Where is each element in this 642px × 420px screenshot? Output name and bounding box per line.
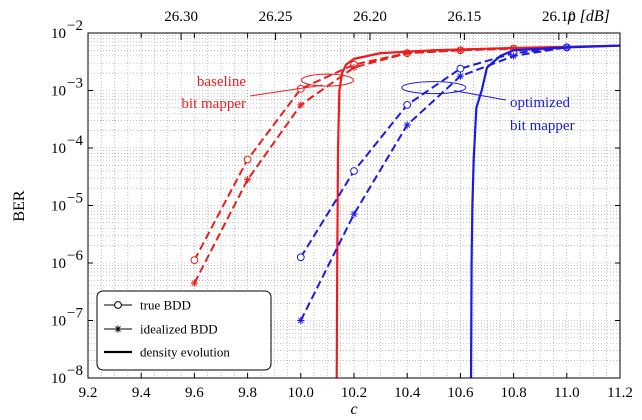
top-tick-label: 26.30 bbox=[164, 9, 198, 25]
y-tick-label-exponent: −4 bbox=[67, 133, 83, 149]
annotations: baseline bit mapper optimized bit mapper bbox=[181, 73, 575, 134]
y-tick-label: 10 bbox=[51, 256, 66, 272]
y-tick-label-exponent: −5 bbox=[67, 191, 83, 207]
x-tick-label: 11.0 bbox=[554, 385, 580, 401]
y-tick-label: 10 bbox=[51, 314, 66, 330]
x-tick-label: 11.2 bbox=[607, 385, 633, 401]
annotation-leader-optimized bbox=[453, 90, 507, 101]
data-point-optimized-idealized-bdd bbox=[297, 316, 305, 325]
y-tick-label-exponent: −6 bbox=[67, 248, 83, 264]
y-tick-label-exponent: −7 bbox=[67, 306, 83, 322]
x-tick-label: 9.2 bbox=[79, 385, 98, 401]
data-point-optimized-idealized-bdd bbox=[510, 52, 518, 60]
x-tick-label: 10.6 bbox=[447, 385, 474, 401]
legend-label: density evolution bbox=[140, 345, 230, 360]
legend-box bbox=[96, 290, 272, 371]
x-tick-label: 10.4 bbox=[394, 385, 421, 401]
data-point-baseline-idealized-bdd bbox=[244, 176, 252, 184]
series-layer bbox=[190, 43, 621, 379]
data-point-optimized-idealized-bdd bbox=[350, 210, 358, 218]
y-tick-label: 10 bbox=[51, 141, 66, 157]
annotation-leader-baseline bbox=[249, 84, 323, 97]
legend-marker-star bbox=[114, 325, 122, 333]
data-point-optimized-true-bdd bbox=[350, 167, 358, 175]
legend-label: true BDD bbox=[140, 298, 191, 313]
y-axis-label: BER bbox=[11, 190, 28, 221]
annotation-baseline-line2: bit mapper bbox=[181, 96, 246, 112]
data-point-baseline-idealized-bdd bbox=[350, 63, 358, 72]
data-point-baseline-true-bdd bbox=[190, 256, 199, 265]
data-point-baseline-idealized-bdd bbox=[190, 279, 198, 287]
annotation-baseline-line1: baseline bbox=[197, 74, 246, 90]
legend: true BDD idealized BDD density evolution bbox=[96, 290, 272, 371]
data-point-baseline-idealized-bdd bbox=[297, 101, 305, 109]
series-line-optimized-true-bdd bbox=[299, 46, 567, 258]
annotation-optimized-line1: optimized bbox=[510, 95, 570, 111]
y-tick-label: 10 bbox=[51, 371, 66, 387]
annotation-ellipse-optimized bbox=[401, 81, 467, 95]
data-point-optimized-idealized-bdd bbox=[456, 72, 464, 80]
data-point-optimized-true-bdd bbox=[456, 64, 465, 73]
top-tick-label: 26.10 bbox=[542, 9, 576, 25]
series-line-baseline-density-evolution bbox=[335, 44, 621, 379]
legend-marker-circle bbox=[114, 301, 122, 309]
y-tick-label-exponent: −8 bbox=[67, 363, 83, 379]
data-point-optimized-idealized-bdd bbox=[403, 121, 411, 129]
top-tick-label: 26.15 bbox=[448, 9, 482, 25]
x-tick-label: 10.0 bbox=[288, 385, 314, 401]
top-axis-label: ρ [dB] bbox=[567, 8, 610, 25]
top-tick-label: 26.20 bbox=[353, 9, 387, 25]
axis-ticks: 9.2 9.4 9.6 9.8 10.0 10.2 10.4 10.6 10.8 11.0 11.2… bbox=[51, 9, 633, 401]
y-tick-label-exponent: −2 bbox=[67, 18, 83, 34]
x-tick-label: 10.8 bbox=[500, 385, 526, 401]
y-tick-label: 10 bbox=[51, 84, 66, 100]
y-tick-label: 10 bbox=[51, 199, 66, 215]
data-point-optimized-true-bdd bbox=[296, 253, 305, 262]
series-line-optimized-density-evolution bbox=[469, 44, 621, 379]
legend-label: idealized BDD bbox=[140, 322, 218, 337]
x-tick-label: 9.4 bbox=[132, 385, 151, 401]
annotation-optimized-line2: bit mapper bbox=[510, 118, 575, 134]
data-point-baseline-idealized-bdd bbox=[403, 49, 411, 57]
series-line-optimized-idealized-bdd bbox=[299, 46, 567, 321]
top-tick-label: 26.25 bbox=[259, 9, 293, 25]
data-point-optimized-true-bdd bbox=[403, 100, 412, 109]
x-tick-label: 9.8 bbox=[238, 385, 257, 401]
x-tick-label: 9.6 bbox=[185, 385, 204, 401]
data-point-baseline-true-bdd bbox=[243, 155, 252, 164]
y-tick-label-exponent: −3 bbox=[67, 76, 83, 92]
x-axis-label: c bbox=[350, 401, 357, 418]
annotation-ellipse-baseline bbox=[300, 73, 354, 87]
y-tick-label: 10 bbox=[51, 26, 66, 42]
x-tick-label: 10.2 bbox=[341, 385, 367, 401]
